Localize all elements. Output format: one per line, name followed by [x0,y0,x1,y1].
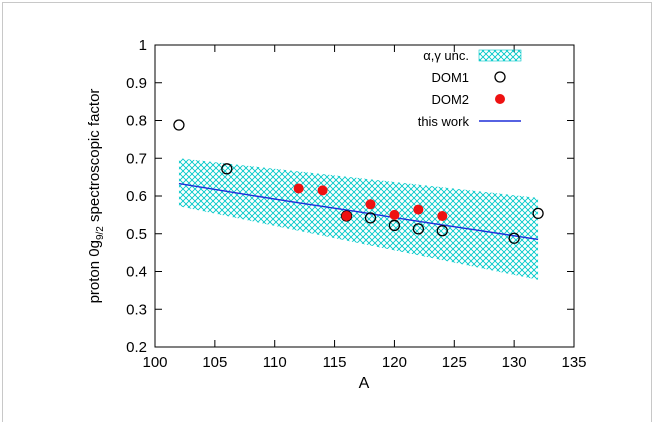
chart: 100 105 110 115 120 125 130 135 0.2 0.3 0.4 0.5 0.6 0… [86,37,587,392]
dom1-point [508,232,520,244]
legend-swatch-band [478,49,522,62]
legend-label: DOM2 [431,92,469,107]
dom1-point [436,225,448,237]
dom2-point [341,211,352,222]
legend-label: this work [418,114,470,129]
x-tick-label: 115 [323,354,347,371]
y-tick-label: 0.2 [126,339,147,356]
y-axis-label: proton 0g9/2 spectroscopic factor [86,89,106,304]
y-tick-label: 0.9 [126,75,147,92]
x-tick-label: 100 [142,354,167,371]
x-tick-label: 120 [382,354,407,371]
y-tick-label: 1 [139,37,147,54]
series-line [178,182,539,241]
dom1-point [173,119,185,131]
y-tick-label: 0.3 [126,301,147,318]
dom2-point [293,183,304,194]
y-tick-label: 0.7 [126,150,147,167]
x-tick-label: 125 [442,354,467,371]
legend-swatch-open-circle [494,71,506,83]
dom2-point [365,199,376,210]
x-tick-label: 130 [502,354,527,371]
dom2-point [317,185,328,196]
x-axis-label: A [359,375,370,392]
uncertainty-band [178,158,539,280]
dom1-point [412,223,425,235]
dom1-point [364,212,377,224]
y-tick-label: 0.6 [126,188,147,205]
x-tick-label: 135 [561,354,586,371]
dom2-point [389,209,400,220]
x-tick-label: 110 [263,354,287,371]
dom2-point [437,211,448,222]
y-tick-label: 0.4 [126,264,147,281]
legend-label: DOM1 [431,70,469,85]
legend-label: α,γ unc. [423,48,469,63]
dom1-point [221,163,233,175]
dom1-point [388,219,401,232]
y-tick-label: 0.8 [126,113,147,130]
x-tick-label: 105 [202,354,227,371]
dom1-point [532,207,544,220]
legend-swatch-filled-circle [495,94,505,104]
y-tick-label: 0.5 [126,226,147,243]
dom2-point [413,204,424,215]
